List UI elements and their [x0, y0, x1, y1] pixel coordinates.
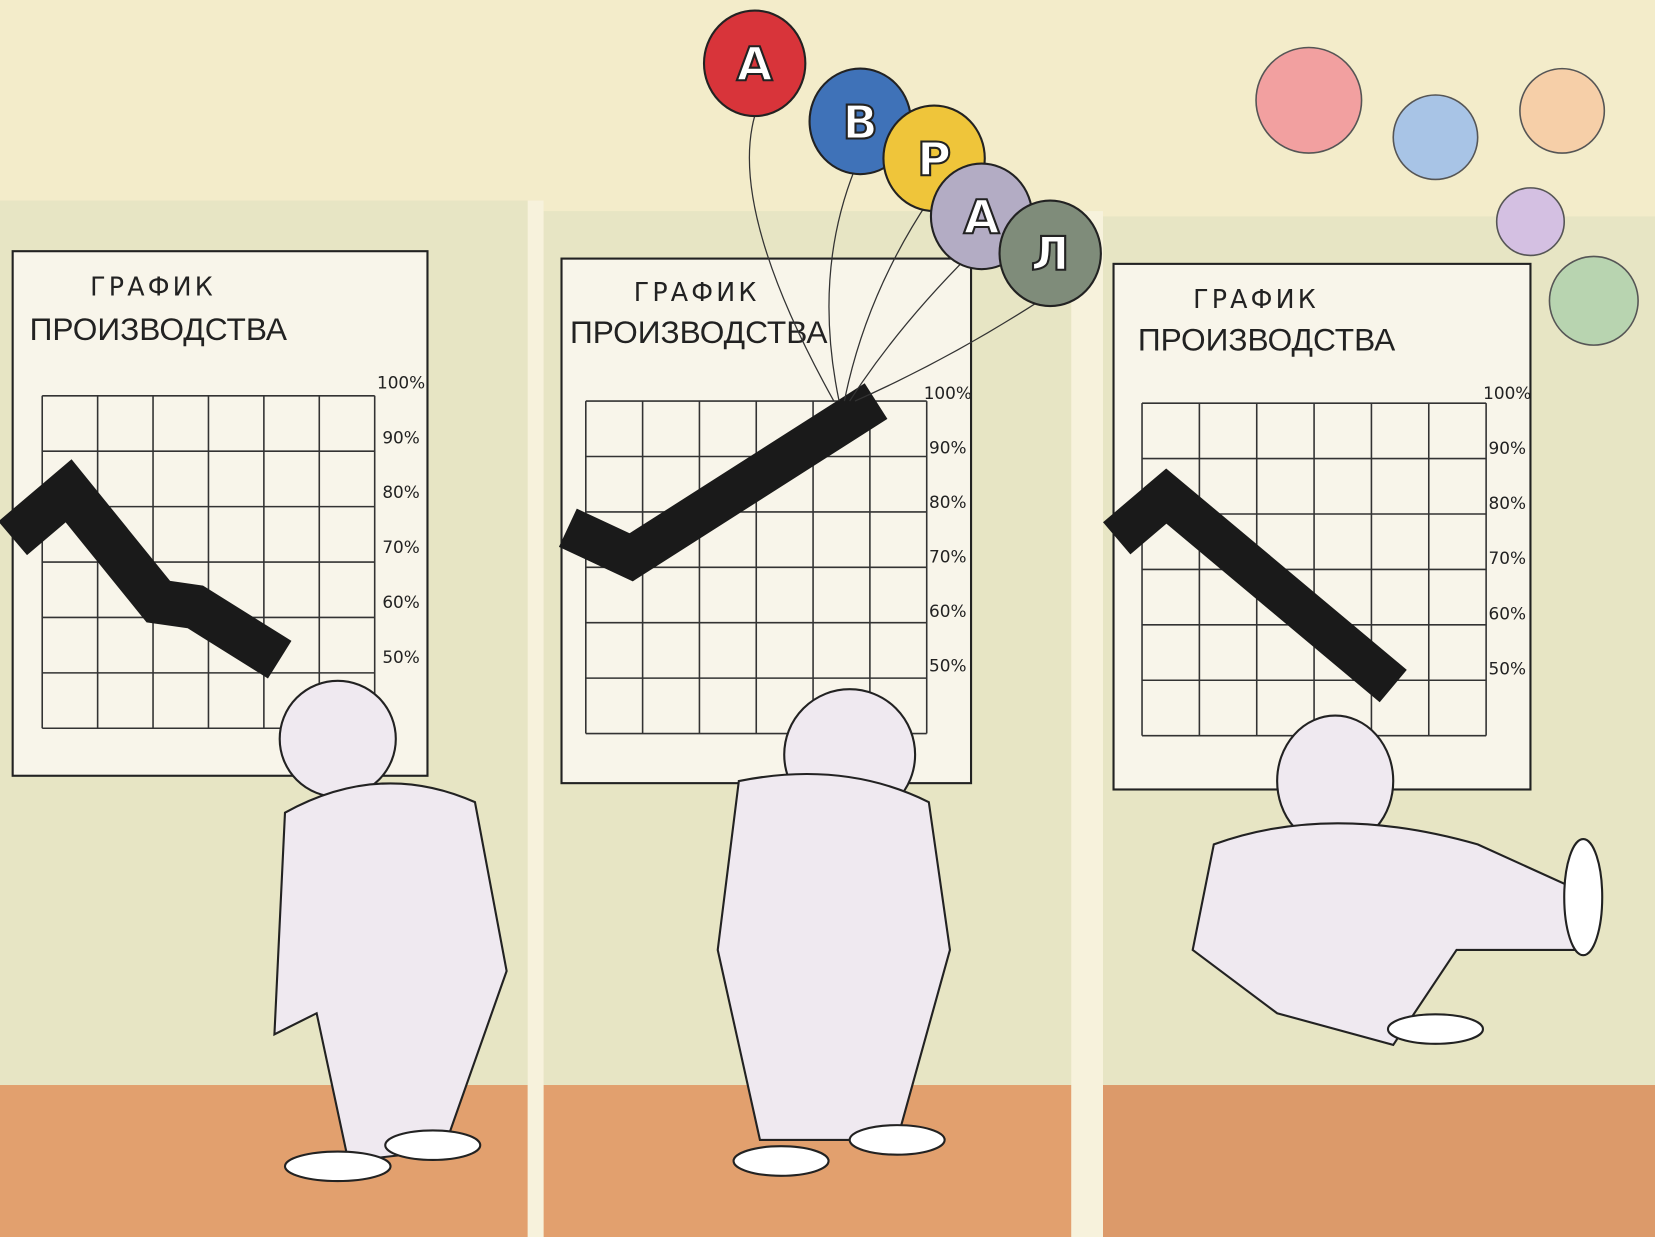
board-subtitle: ПРОИЗВОДСТВА [570, 314, 828, 350]
balloon-letter: А [964, 190, 1000, 244]
board-title: ГРАФИК [634, 277, 760, 307]
cartoon: ГРАФИКПРОИЗВОДСТВА100%90%80%70%60%50%ГРА… [0, 0, 1655, 1237]
axis-label: 70% [382, 537, 420, 557]
axis-label: 50% [929, 655, 967, 675]
axis-label: 50% [382, 647, 420, 667]
axis-label: 70% [929, 546, 967, 566]
balloon-letter: Л [1031, 227, 1070, 281]
shoe [1388, 1014, 1483, 1044]
board-subtitle: ПРОИЗВОДСТВА [30, 311, 288, 347]
cloud [1549, 256, 1638, 345]
cloud [1256, 47, 1362, 153]
axis-label: 100% [924, 383, 972, 403]
axis-label: 60% [382, 592, 420, 612]
shoe [385, 1130, 480, 1160]
axis-label: 80% [1488, 493, 1526, 513]
shoe [850, 1125, 945, 1155]
shoe [734, 1146, 829, 1176]
balloon-letter: В [843, 95, 878, 149]
axis-label: 80% [382, 482, 420, 502]
cloud [1497, 188, 1565, 256]
board-subtitle: ПРОИЗВОДСТВА [1138, 321, 1396, 357]
board-title: ГРАФИК [90, 272, 216, 302]
axis-label: 60% [1488, 603, 1526, 623]
axis-label: 80% [929, 492, 967, 512]
boards: ГРАФИКПРОИЗВОДСТВА100%90%80%70%60%50%ГРА… [13, 251, 1532, 789]
axis-label: 50% [1488, 658, 1526, 678]
gap [1071, 211, 1103, 1237]
balloon-letter: А [737, 37, 773, 91]
axis-label: 70% [1488, 548, 1526, 568]
axis-label: 100% [377, 372, 425, 392]
board-title: ГРАФИК [1193, 284, 1319, 314]
shoe [1564, 839, 1602, 955]
floor [1103, 1085, 1655, 1237]
board: ГРАФИК ПРОИЗВОДСТВА 100% 90% 80% 70% 60% 50% [562, 259, 972, 784]
gap [528, 201, 544, 1237]
head [280, 681, 396, 797]
axis-label: 100% [1483, 383, 1531, 403]
axis-label: 90% [382, 427, 420, 447]
shoe [285, 1152, 391, 1182]
axis-label: 60% [929, 601, 967, 621]
page: ГРАФИКПРОИЗВОДСТВА100%90%80%70%60%50%ГРА… [0, 0, 1655, 1237]
cloud [1393, 95, 1477, 179]
cloud [1520, 69, 1604, 153]
axis-label: 90% [1488, 438, 1526, 458]
axis-label: 90% [929, 437, 967, 457]
